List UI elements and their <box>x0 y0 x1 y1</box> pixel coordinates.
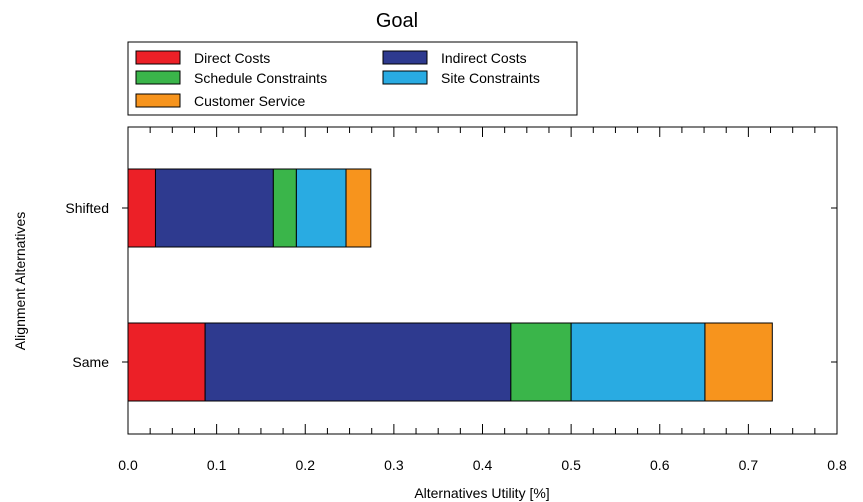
y-axis-label: Alignment Alternatives <box>12 212 28 351</box>
x-tick-label: 0.1 <box>207 457 227 473</box>
x-tick-label: 0.7 <box>739 457 759 473</box>
bar-same-site-constraints <box>570 322 706 402</box>
bar-shifted-customer-service <box>345 168 372 248</box>
legend: Direct Costs Indirect Costs Schedule Const… <box>127 41 578 116</box>
bar-same-schedule-constraints <box>510 322 572 402</box>
x-tick-label: 0.4 <box>473 457 493 473</box>
y-axis: Shifted Same <box>65 200 837 370</box>
x-axis: 0.0 0.1 0.2 0.3 0.4 0.5 0.6 0.7 0.8 <box>118 127 847 473</box>
legend-swatch-customer-service <box>135 93 181 108</box>
legend-label-site-constraints: Site Constraints <box>441 70 540 86</box>
bar-shifted-direct-costs <box>127 168 156 248</box>
x-tick-label: 0.0 <box>118 457 138 473</box>
legend-label-direct-costs: Direct Costs <box>194 50 270 66</box>
bar-same-customer-service <box>704 322 773 402</box>
x-tick-label: 0.2 <box>296 457 316 473</box>
x-tick-label: 0.6 <box>650 457 670 473</box>
x-tick-label: 0.3 <box>384 457 404 473</box>
legend-swatch-site-constraints <box>382 70 428 85</box>
x-axis-label: Alternatives Utility [%] <box>414 485 549 501</box>
y-category-label-same: Same <box>72 354 109 370</box>
x-tick-label: 0.8 <box>827 457 847 473</box>
bar-shifted-indirect-costs <box>154 168 274 248</box>
legend-label-schedule-constraints: Schedule Constraints <box>194 70 327 86</box>
bar-same-indirect-costs <box>204 322 512 402</box>
bar-shifted-site-constraints <box>295 168 347 248</box>
legend-swatch-direct-costs <box>135 50 181 65</box>
legend-swatch-schedule-constraints <box>135 70 181 85</box>
bars-group <box>127 168 773 402</box>
bar-same-direct-costs <box>127 322 206 402</box>
bar-shifted-schedule-constraints <box>272 168 297 248</box>
legend-box <box>127 41 578 116</box>
chart-title: Goal <box>376 10 418 32</box>
x-tick-label: 0.5 <box>561 457 581 473</box>
legend-label-indirect-costs: Indirect Costs <box>441 50 527 66</box>
y-category-label-shifted: Shifted <box>65 200 109 216</box>
legend-swatch-indirect-costs <box>382 50 428 65</box>
legend-label-customer-service: Customer Service <box>194 93 305 109</box>
